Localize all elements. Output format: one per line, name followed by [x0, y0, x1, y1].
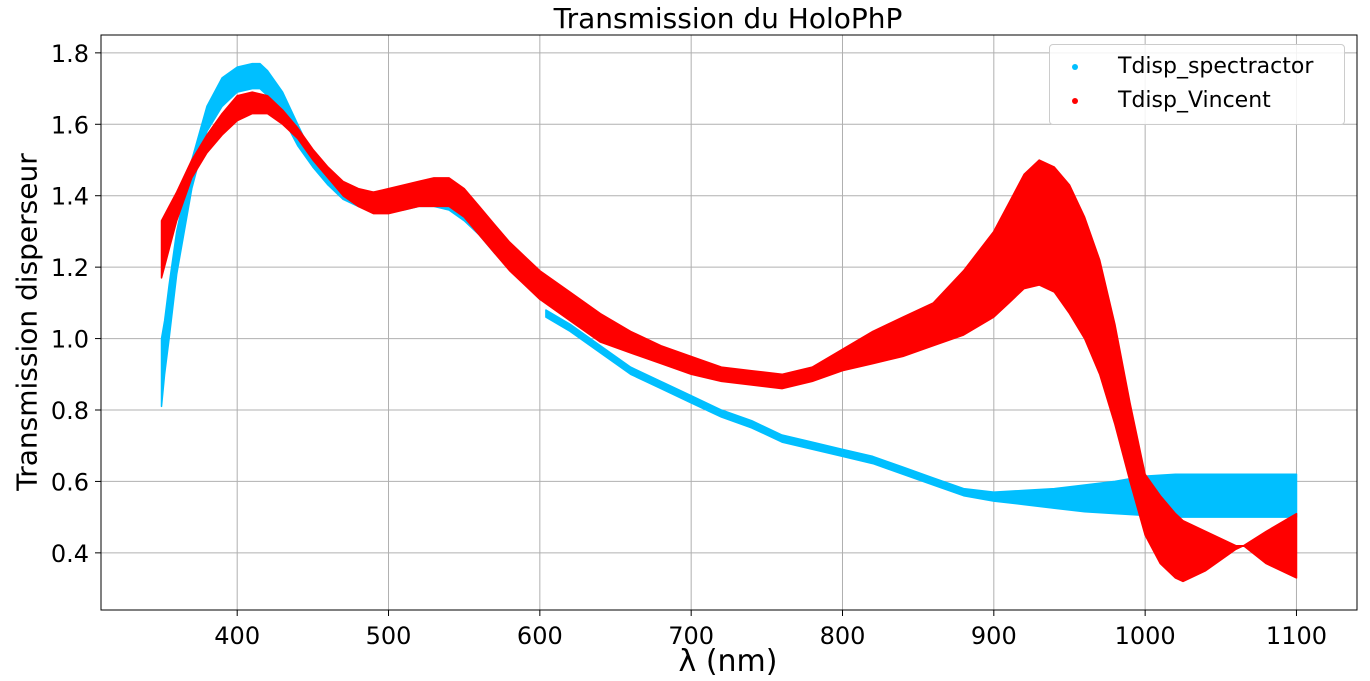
y-tick-label: 0.6	[51, 468, 89, 496]
x-tick-label: 700	[668, 622, 714, 650]
series-band-tdisp-vincent-2	[160, 91, 1298, 583]
y-tick-label: 1.0	[51, 326, 89, 354]
y-tick-label: 1.8	[51, 40, 89, 68]
x-axis-label: λ (nm)	[678, 644, 778, 679]
chart-title: Transmission du HoloPhP	[553, 2, 903, 35]
x-tick-label: 1100	[1266, 622, 1327, 650]
axes-frame	[100, 34, 1358, 611]
legend: Tdisp_spectractor Tdisp_Vincent	[1049, 44, 1345, 125]
legend-marker-vincent	[1072, 97, 1078, 104]
legend-marker-spectractor	[1072, 63, 1078, 70]
legend-label-spectractor: Tdisp_spectractor	[1118, 54, 1314, 79]
x-tick-label: 800	[820, 622, 866, 650]
x-tick-label: 400	[214, 622, 260, 650]
legend-item-spectractor: Tdisp_spectractor	[1072, 54, 1313, 79]
y-axis-label: Transmission disperseur	[10, 153, 44, 491]
x-tick-label: 900	[971, 622, 1017, 650]
y-tick-label: 1.4	[51, 183, 89, 211]
x-tick-label: 500	[366, 622, 412, 650]
legend-label-vincent: Tdisp_Vincent	[1118, 88, 1271, 113]
y-tick-label: 0.8	[51, 397, 89, 425]
x-tick-label: 1000	[1115, 622, 1176, 650]
x-tick-label: 600	[517, 622, 563, 650]
legend-item-vincent: Tdisp_Vincent	[1072, 88, 1271, 113]
y-tick-label: 0.4	[51, 540, 89, 568]
y-tick-label: 1.6	[51, 111, 89, 139]
y-tick-label: 1.2	[51, 254, 89, 282]
